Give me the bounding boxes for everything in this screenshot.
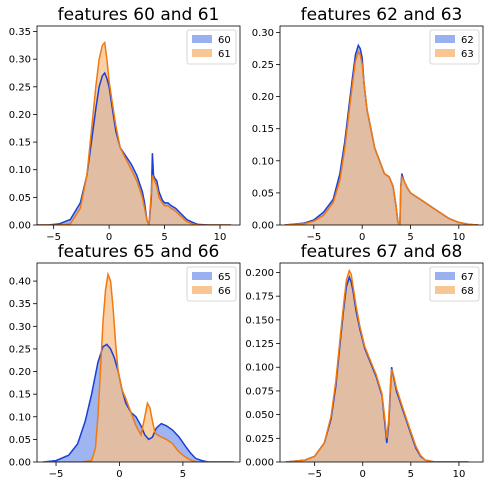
legend-swatch	[435, 272, 455, 280]
chart-title: features 65 and 66	[58, 242, 220, 262]
legend-label: 66	[218, 286, 231, 297]
plot-area	[43, 271, 234, 462]
axes-frame	[279, 262, 484, 463]
axes-frame	[36, 262, 241, 463]
series-area-66	[43, 274, 234, 462]
series-area-63	[284, 51, 479, 225]
x-tick-label: −5	[49, 469, 64, 480]
legend-label: 62	[461, 35, 474, 46]
y-tick-label: 0.20	[252, 92, 274, 103]
legend-swatch	[192, 49, 212, 57]
legend-label: 68	[461, 286, 474, 297]
x-tick-label: 10	[453, 469, 466, 480]
x-tick-label: 0	[116, 469, 122, 480]
legend-swatch	[435, 35, 455, 43]
chart-panel: −5 0 5 10 0.00 0.05 0.10 0.15 0.20 0.25 0.30 featur…	[252, 5, 484, 243]
chart-title: features 60 and 61	[58, 5, 220, 25]
y-tick-label: 0.050	[245, 410, 274, 421]
y-tick-label: 0.15	[9, 138, 31, 149]
y-tick-label: 0.05	[9, 435, 31, 446]
y-tick-label: 0.20	[9, 367, 31, 378]
series-line-60	[37, 71, 232, 225]
chart-panel: −5 0 5 0.00 0.05 0.10 0.15 0.20 0.25 0.30 0.35 0.40…	[9, 242, 241, 480]
y-tick-label: 0.025	[245, 434, 274, 445]
y-tick-label: 0.000	[245, 458, 274, 469]
series-line-61	[37, 40, 232, 225]
y-tick-label: 0.30	[9, 322, 31, 333]
y-tick-label: 0.10	[9, 165, 31, 176]
x-tick-label: −5	[46, 232, 61, 243]
legend-label: 61	[218, 49, 231, 60]
y-tick-label: 0.05	[9, 193, 31, 204]
y-tick-label: 0.00	[9, 458, 31, 469]
x-tick-label: 5	[180, 469, 186, 480]
series-line-63	[284, 49, 479, 225]
x-tick-label: 0	[359, 232, 365, 243]
y-tick-label: 0.125	[245, 339, 274, 350]
legend-swatch	[435, 49, 455, 57]
series-line-66	[43, 271, 234, 462]
x-tick-label: −5	[306, 232, 321, 243]
legend-swatch	[192, 35, 212, 43]
y-tick-label: 0.30	[9, 55, 31, 66]
y-tick-label: 0.10	[9, 412, 31, 423]
x-tick-label: 0	[360, 469, 366, 480]
plot-area	[284, 43, 479, 225]
y-tick-label: 0.10	[252, 156, 274, 167]
plot-area	[285, 268, 469, 462]
legend-label: 60	[218, 35, 231, 46]
chart-title: features 62 and 63	[301, 5, 463, 25]
series-area-61	[37, 42, 232, 225]
legend-swatch	[192, 272, 212, 280]
legend-label: 63	[461, 49, 474, 60]
y-tick-label: 0.25	[9, 344, 31, 355]
y-tick-label: 0.15	[9, 390, 31, 401]
y-tick-label: 0.35	[9, 299, 31, 310]
y-tick-label: 0.35	[9, 27, 31, 38]
series-line-68	[285, 268, 469, 462]
y-tick-label: 0.00	[9, 221, 31, 232]
x-tick-label: −5	[307, 469, 322, 480]
y-tick-label: 0.075	[245, 386, 274, 397]
y-tick-label: 0.00	[252, 221, 274, 232]
legend-swatch	[192, 286, 212, 294]
y-tick-label: 0.150	[245, 315, 274, 326]
axes-frame	[279, 25, 484, 226]
y-tick-label: 0.05	[252, 188, 274, 199]
chart-panel: −5 0 5 10 0.00 0.05 0.10 0.15 0.20 0.25 0.30 0.35 fe…	[9, 5, 241, 243]
x-tick-label: 0	[106, 232, 112, 243]
y-tick-label: 0.25	[252, 60, 274, 71]
legend-label: 67	[461, 272, 474, 283]
x-tick-label: 5	[161, 232, 167, 243]
y-tick-label: 0.200	[245, 268, 274, 279]
plot-area	[37, 40, 232, 225]
chart-title: features 67 and 68	[301, 242, 463, 262]
y-tick-label: 0.20	[9, 110, 31, 121]
x-tick-label: 5	[408, 469, 414, 480]
series-line-65	[43, 343, 234, 462]
axes-frame	[36, 25, 241, 226]
series-area-65	[43, 344, 234, 462]
y-tick-label: 0.25	[9, 82, 31, 93]
x-tick-label: 10	[214, 232, 227, 243]
y-tick-label: 0.100	[245, 363, 274, 374]
x-tick-label: 5	[407, 232, 413, 243]
y-tick-label: 0.30	[252, 28, 274, 39]
chart-panel: −5 0 5 10 0.000 0.025 0.050 0.075 0.100 0.125 0.15…	[245, 242, 484, 480]
y-tick-label: 0.15	[252, 124, 274, 135]
y-tick-label: 0.40	[9, 277, 31, 288]
legend-label: 65	[218, 272, 231, 283]
legend-swatch	[435, 286, 455, 294]
y-tick-label: 0.175	[245, 292, 274, 303]
x-tick-label: 10	[452, 232, 465, 243]
